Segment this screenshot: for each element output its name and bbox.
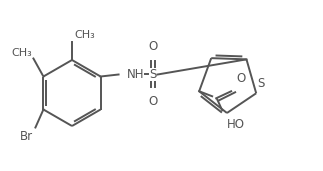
Text: CH₃: CH₃	[74, 30, 95, 40]
Text: O: O	[148, 41, 157, 54]
Text: O: O	[148, 95, 157, 109]
Text: CH₃: CH₃	[12, 48, 32, 57]
Text: S: S	[149, 68, 156, 81]
Text: NH: NH	[127, 68, 144, 81]
Text: S: S	[257, 77, 265, 90]
Text: Br: Br	[20, 130, 33, 143]
Text: O: O	[236, 72, 245, 85]
Text: HO: HO	[227, 118, 245, 131]
